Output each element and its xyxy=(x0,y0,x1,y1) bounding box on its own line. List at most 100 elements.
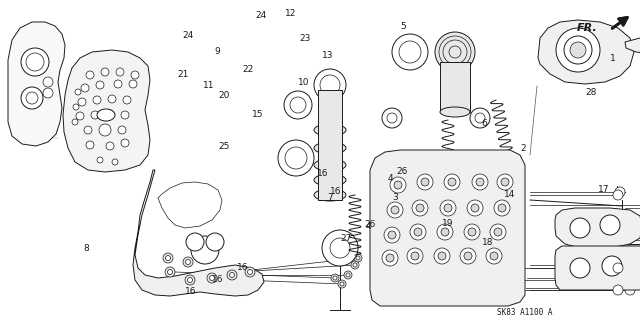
Ellipse shape xyxy=(314,159,346,171)
Circle shape xyxy=(391,206,399,214)
Text: 28: 28 xyxy=(586,88,597,97)
Circle shape xyxy=(78,98,86,106)
Circle shape xyxy=(392,34,428,70)
Text: 11: 11 xyxy=(203,81,214,90)
Circle shape xyxy=(121,111,129,119)
Text: 26: 26 xyxy=(396,167,408,176)
Ellipse shape xyxy=(314,142,346,154)
Text: 1: 1 xyxy=(611,54,616,63)
Circle shape xyxy=(72,119,78,125)
Circle shape xyxy=(486,248,502,264)
Bar xyxy=(440,62,470,112)
Circle shape xyxy=(501,178,509,186)
Circle shape xyxy=(444,204,452,212)
Text: 15: 15 xyxy=(252,110,263,119)
Circle shape xyxy=(86,141,94,149)
Polygon shape xyxy=(133,170,264,296)
Circle shape xyxy=(314,69,346,101)
Circle shape xyxy=(209,276,214,280)
Circle shape xyxy=(26,53,44,71)
Text: 12: 12 xyxy=(285,9,296,18)
Circle shape xyxy=(624,246,634,256)
Circle shape xyxy=(330,238,350,258)
Circle shape xyxy=(114,80,122,88)
Text: SK83 A1100 A: SK83 A1100 A xyxy=(497,308,552,317)
Circle shape xyxy=(351,261,359,269)
Circle shape xyxy=(435,32,475,72)
Circle shape xyxy=(108,95,116,103)
Text: 27: 27 xyxy=(340,234,351,243)
Circle shape xyxy=(570,258,590,278)
Circle shape xyxy=(399,41,421,63)
Circle shape xyxy=(131,71,139,79)
Text: 8: 8 xyxy=(84,244,89,253)
Circle shape xyxy=(344,271,352,279)
Circle shape xyxy=(73,104,79,110)
Circle shape xyxy=(394,181,402,189)
Text: 2: 2 xyxy=(521,144,526,153)
Circle shape xyxy=(382,250,398,266)
Text: 23: 23 xyxy=(299,34,310,43)
Circle shape xyxy=(76,112,84,120)
Circle shape xyxy=(338,280,346,288)
Circle shape xyxy=(382,108,402,128)
Circle shape xyxy=(472,174,488,190)
Polygon shape xyxy=(63,50,150,172)
Circle shape xyxy=(207,273,217,283)
Circle shape xyxy=(333,276,337,280)
Text: 26: 26 xyxy=(364,220,376,229)
Circle shape xyxy=(278,140,314,176)
Circle shape xyxy=(26,92,38,104)
Circle shape xyxy=(248,270,253,275)
Circle shape xyxy=(354,254,362,262)
Circle shape xyxy=(340,282,344,286)
Text: 16: 16 xyxy=(212,275,223,284)
Text: 20: 20 xyxy=(218,91,230,100)
Circle shape xyxy=(86,71,94,79)
Circle shape xyxy=(570,218,590,238)
Circle shape xyxy=(230,272,234,278)
Circle shape xyxy=(91,111,99,119)
Text: 14: 14 xyxy=(504,190,515,199)
Circle shape xyxy=(387,202,403,218)
Circle shape xyxy=(118,126,126,134)
Circle shape xyxy=(471,204,479,212)
Circle shape xyxy=(227,270,237,280)
Circle shape xyxy=(556,28,600,72)
Circle shape xyxy=(412,200,428,216)
Polygon shape xyxy=(555,246,640,290)
Circle shape xyxy=(21,48,49,76)
Circle shape xyxy=(464,224,480,240)
Circle shape xyxy=(497,174,513,190)
Circle shape xyxy=(411,252,419,260)
Circle shape xyxy=(434,248,450,264)
Circle shape xyxy=(613,263,623,273)
Ellipse shape xyxy=(319,126,341,134)
Text: 24: 24 xyxy=(182,31,194,40)
Circle shape xyxy=(388,231,396,239)
Circle shape xyxy=(467,200,483,216)
Circle shape xyxy=(494,228,502,236)
Text: 3: 3 xyxy=(393,193,398,202)
Text: 4: 4 xyxy=(366,222,371,231)
Circle shape xyxy=(407,248,423,264)
Circle shape xyxy=(285,147,307,169)
Circle shape xyxy=(468,228,476,236)
Circle shape xyxy=(116,68,124,76)
Circle shape xyxy=(245,267,255,277)
Circle shape xyxy=(106,142,114,150)
Circle shape xyxy=(99,124,111,136)
Circle shape xyxy=(490,252,498,260)
Circle shape xyxy=(416,204,424,212)
Text: 4: 4 xyxy=(388,174,393,183)
Text: 6: 6 xyxy=(481,119,486,128)
Circle shape xyxy=(470,108,490,128)
Circle shape xyxy=(106,110,114,118)
Circle shape xyxy=(414,228,422,236)
Circle shape xyxy=(121,139,129,147)
Circle shape xyxy=(191,236,219,264)
Ellipse shape xyxy=(319,144,341,152)
Circle shape xyxy=(444,174,460,190)
Circle shape xyxy=(437,224,453,240)
Circle shape xyxy=(96,81,104,89)
